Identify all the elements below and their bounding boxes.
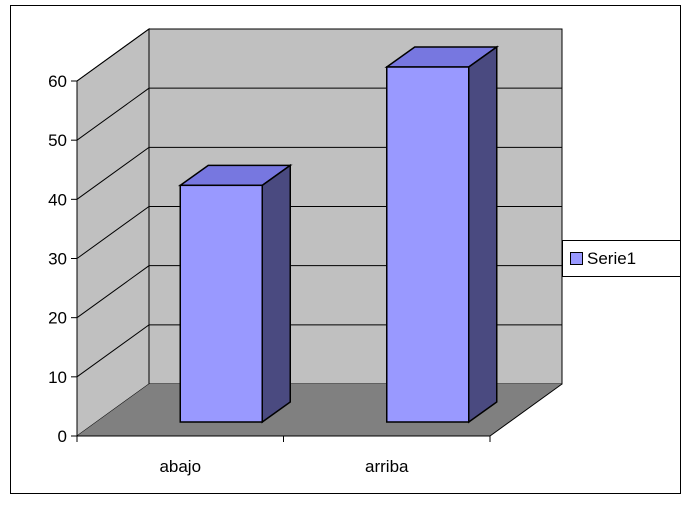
bar-side-face bbox=[261, 163, 291, 424]
y-tick-label: 10 bbox=[48, 368, 67, 387]
legend: Serie1 bbox=[562, 240, 681, 277]
bar-front-face bbox=[386, 66, 470, 423]
y-tick-label: 20 bbox=[48, 309, 67, 328]
y-tick-label: 0 bbox=[58, 427, 67, 446]
floor-right-edge bbox=[489, 383, 563, 437]
bar-side-face bbox=[468, 45, 498, 424]
legend-label-serie1: Serie1 bbox=[587, 249, 636, 268]
y-tick-label: 60 bbox=[48, 72, 67, 91]
legend-swatch bbox=[570, 252, 583, 265]
x-tick-label: abajo bbox=[159, 457, 201, 476]
x-tick-label: arriba bbox=[365, 457, 409, 476]
y-tick-label: 50 bbox=[48, 131, 67, 150]
bars bbox=[177, 45, 500, 424]
category-labels: abajo arriba bbox=[76, 436, 491, 476]
y-tick-label: 40 bbox=[48, 190, 67, 209]
bar-abajo bbox=[177, 163, 293, 424]
bar-front-face bbox=[179, 184, 263, 423]
value-axis: 0 10 20 30 40 50 60 bbox=[48, 72, 78, 446]
y-tick-label: 30 bbox=[48, 250, 67, 269]
gridline bbox=[76, 28, 562, 82]
bar-arriba bbox=[384, 45, 500, 424]
